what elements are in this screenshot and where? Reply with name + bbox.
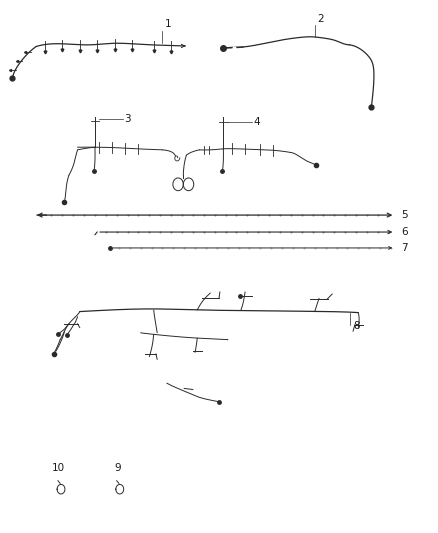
Text: 7: 7 [401,243,407,253]
Text: 1: 1 [165,19,171,29]
Text: 3: 3 [124,114,131,124]
Text: 4: 4 [253,117,260,127]
Text: 9: 9 [115,463,121,473]
Text: 2: 2 [317,14,324,24]
Text: 6: 6 [401,227,407,237]
Text: 5: 5 [401,210,407,220]
Text: 10: 10 [51,463,64,473]
Text: 8: 8 [353,321,360,331]
